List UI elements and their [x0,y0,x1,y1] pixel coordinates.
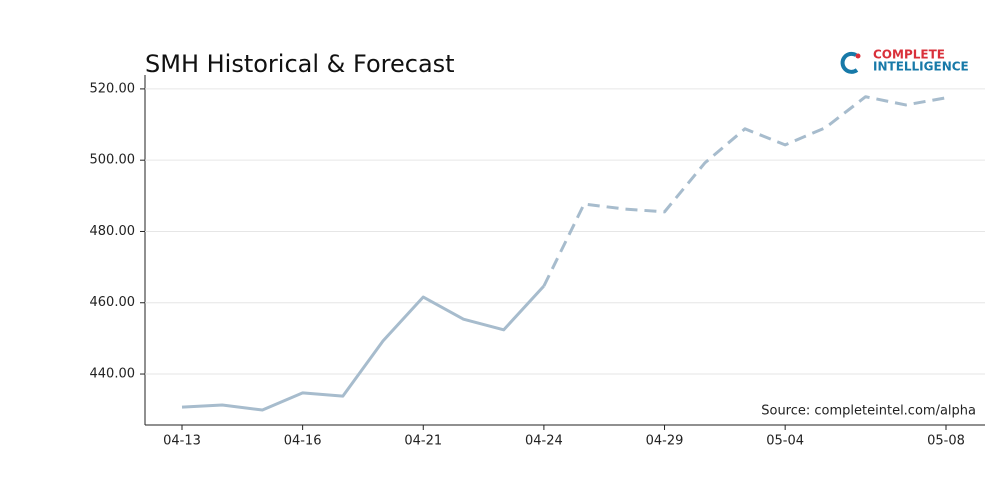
x-tick-label: 05-08 [927,434,965,449]
logo: COMPLETE INTELLIGENCE [840,48,969,74]
y-tick-label: 480.00 [90,224,136,239]
logo-text: INTELLIGENCE [873,60,969,74]
x-tick-label: 05-04 [766,434,804,449]
logo-text: COMPLETE [873,48,945,62]
logo-icon [840,51,859,74]
x-tick-label: 04-16 [284,434,322,449]
x-tick-label: 04-13 [163,434,201,449]
logo-dot [855,53,861,59]
x-tick-label: 04-21 [404,434,442,449]
chart-title: SMH Historical & Forecast [145,50,455,78]
x-tick-label: 04-29 [646,434,684,449]
line-series [542,95,947,287]
y-tick-label: 520.00 [90,81,136,96]
x-tick-label: 04-24 [525,434,563,449]
y-tick-label: 500.00 [90,153,136,168]
y-tick-label: 440.00 [90,367,136,382]
line-series [181,284,546,412]
source-note: Source: completeintel.com/alpha [761,404,976,419]
y-tick-label: 460.00 [90,295,136,310]
